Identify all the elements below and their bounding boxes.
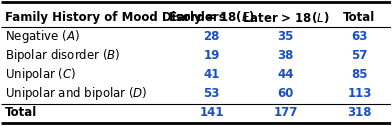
Text: Negative ($\it{A}$): Negative ($\it{A}$) (5, 28, 80, 45)
Text: 141: 141 (199, 106, 224, 119)
Text: 28: 28 (203, 30, 220, 43)
Text: Unipolar and bipolar ($\it{D}$): Unipolar and bipolar ($\it{D}$) (5, 85, 148, 102)
Text: 63: 63 (351, 30, 368, 43)
Text: 44: 44 (277, 68, 294, 81)
Text: 19: 19 (203, 49, 220, 62)
Text: Early = 18($\it{E}$): Early = 18($\it{E}$) (168, 9, 255, 26)
Text: 113: 113 (347, 87, 372, 100)
Text: 85: 85 (351, 68, 368, 81)
Text: 318: 318 (347, 106, 372, 119)
Text: 57: 57 (351, 49, 368, 62)
Text: 38: 38 (277, 49, 294, 62)
Text: 41: 41 (203, 68, 220, 81)
Text: Total: Total (5, 106, 38, 119)
Text: Total: Total (343, 11, 376, 24)
Text: 53: 53 (203, 87, 220, 100)
Text: 177: 177 (273, 106, 298, 119)
Text: Later > 18($\it{L}$): Later > 18($\it{L}$) (242, 10, 329, 25)
Text: Family History of Mood Disorders: Family History of Mood Disorders (5, 11, 226, 24)
Text: 60: 60 (277, 87, 294, 100)
Text: Bipolar disorder ($\it{B}$): Bipolar disorder ($\it{B}$) (5, 47, 121, 64)
Text: Unipolar ($\it{C}$): Unipolar ($\it{C}$) (5, 66, 77, 83)
Text: 35: 35 (277, 30, 294, 43)
